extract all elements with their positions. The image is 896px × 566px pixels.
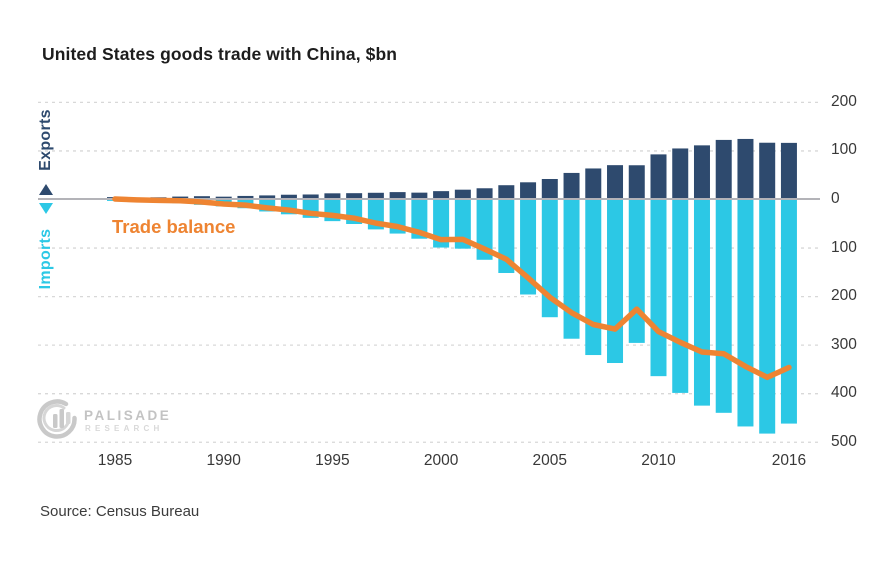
import-bar	[672, 199, 689, 393]
x-axis-tick-label: 1985	[97, 452, 133, 469]
logo-sub-text: RESEARCH	[85, 424, 164, 433]
imports-down-triangle-icon	[39, 203, 53, 214]
import-bar	[737, 199, 754, 427]
export-bar	[780, 142, 797, 199]
import-bar	[693, 199, 710, 406]
import-bar	[433, 199, 450, 248]
export-bar	[541, 178, 558, 199]
export-bar	[367, 192, 384, 199]
import-bar	[715, 199, 732, 413]
export-bar	[193, 196, 210, 199]
export-bar	[498, 185, 515, 199]
import-bar	[541, 199, 558, 318]
export-bar	[172, 196, 189, 199]
export-bar	[693, 145, 710, 199]
logo-swoosh-icon	[37, 399, 77, 439]
import-bar	[454, 199, 471, 249]
export-bar	[433, 191, 450, 199]
x-axis-tick-label: 2000	[423, 452, 459, 469]
export-bar	[607, 165, 624, 199]
export-bar	[628, 165, 645, 199]
export-bar	[411, 192, 428, 199]
x-axis-tick-label: 1995	[315, 452, 350, 469]
export-bar	[389, 192, 406, 199]
export-bar	[302, 194, 319, 199]
chart-title: United States goods trade with China, $b…	[42, 44, 398, 64]
export-bar	[737, 138, 754, 199]
export-bar	[237, 195, 254, 199]
export-bar	[346, 193, 363, 199]
x-axis-tick-label: 2005	[532, 452, 568, 469]
export-bar	[324, 193, 341, 199]
y-axis-tick-label: 400	[831, 384, 857, 402]
import-bar	[607, 199, 624, 364]
export-bar	[454, 189, 471, 199]
import-bar	[563, 199, 580, 339]
trade-balance-label: Trade balance	[112, 216, 236, 237]
import-bar	[585, 199, 602, 356]
import-bar	[520, 199, 537, 295]
palisade-research-logo: PALISADE RESEARCH	[36, 397, 186, 443]
import-bar	[628, 199, 645, 343]
import-bar	[759, 199, 776, 434]
logo-name-text: PALISADE	[84, 408, 172, 423]
import-bar	[780, 199, 797, 424]
y-axis-tick-label: 100	[831, 238, 857, 256]
source-note: Source: Census Bureau	[40, 503, 200, 520]
y-axis-tick-label: 200	[831, 287, 857, 305]
export-bar	[672, 148, 689, 199]
export-bar	[585, 168, 602, 199]
exports-axis-label: Exports	[37, 109, 54, 171]
export-bar	[759, 142, 776, 199]
import-bar	[650, 199, 667, 377]
y-axis-tick-label: 100	[831, 141, 857, 159]
export-bar	[215, 196, 232, 199]
trade-balance-line	[112, 196, 792, 381]
export-bar	[280, 194, 297, 199]
x-axis-tick-label: 1990	[206, 452, 241, 469]
export-bar	[476, 188, 493, 199]
y-axis-tick-label: 500	[831, 432, 857, 450]
imports-axis-label: Imports	[37, 228, 54, 290]
y-axis-tick-label: 300	[831, 335, 857, 353]
y-axis-tick-label: 200	[831, 92, 857, 110]
export-bar	[563, 172, 580, 199]
export-bar	[520, 182, 537, 199]
x-axis-tick-label: 2016	[771, 452, 807, 469]
x-axis-tick-label: 2010	[641, 452, 676, 469]
exports-up-triangle-icon	[39, 184, 53, 195]
export-bar	[715, 139, 732, 199]
export-bar	[650, 154, 667, 199]
export-bar	[259, 195, 276, 199]
y-axis-tick-label: 0	[831, 190, 840, 207]
